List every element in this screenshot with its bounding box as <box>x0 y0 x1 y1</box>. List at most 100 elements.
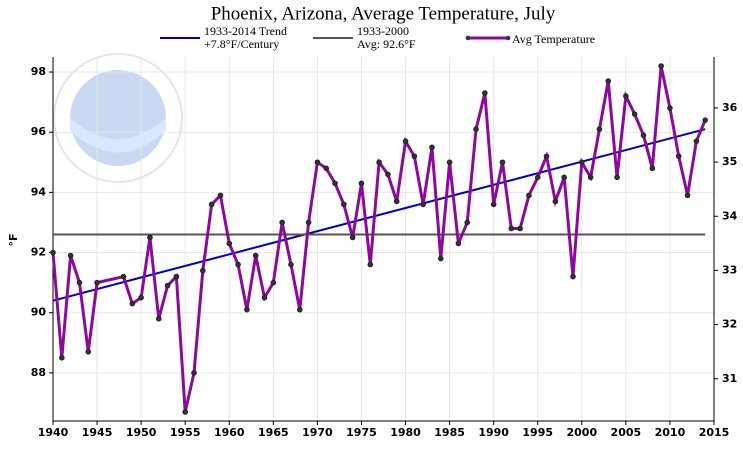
data-point <box>702 117 708 123</box>
data-point <box>252 252 259 259</box>
data-point <box>173 273 180 280</box>
data-point <box>208 201 215 208</box>
data-point <box>605 78 612 84</box>
data-point <box>376 159 382 166</box>
y-tick-label: 90 <box>31 306 47 319</box>
data-point <box>314 159 321 166</box>
data-point <box>217 192 224 199</box>
y-tick-label: 94 <box>31 185 47 198</box>
legend-note: Avg: 92.6°F <box>357 37 416 51</box>
data-point <box>147 234 153 241</box>
data-point <box>675 153 682 160</box>
legend-label: 1933-2000 <box>357 24 409 38</box>
data-point <box>667 105 673 111</box>
data-point <box>155 315 162 322</box>
data-point <box>420 201 426 208</box>
data-point <box>526 192 532 199</box>
x-tick-label: 1970 <box>302 426 333 439</box>
y2-tick-label: 33 <box>722 263 737 276</box>
legend-note: +7.8°F/Century <box>204 37 279 51</box>
x-tick-label: 1975 <box>346 426 377 439</box>
data-point <box>429 144 435 151</box>
data-point <box>67 252 74 259</box>
data-point <box>129 300 136 307</box>
legend-label: Avg Temperature <box>512 32 595 46</box>
data-point <box>200 267 206 274</box>
data-point <box>270 279 277 286</box>
data-point <box>120 273 127 280</box>
data-point <box>393 198 400 205</box>
data-point <box>693 138 700 145</box>
data-point <box>579 159 585 166</box>
x-tick-label: 1995 <box>522 426 553 439</box>
data-point <box>411 153 418 160</box>
data-point <box>517 225 523 232</box>
data-point <box>191 370 197 376</box>
y-tick-label: 88 <box>31 366 46 379</box>
data-point <box>455 240 462 247</box>
x-tick-label: 2010 <box>655 426 686 439</box>
data-point <box>499 159 506 166</box>
data-point <box>623 93 629 99</box>
data-point <box>640 132 647 139</box>
data-point <box>323 165 330 172</box>
data-point <box>437 255 444 262</box>
y2-tick-label: 36 <box>722 101 738 114</box>
x-tick-label: 1945 <box>82 426 113 439</box>
data-point <box>631 111 638 117</box>
data-point <box>587 174 594 181</box>
data-point <box>332 180 338 187</box>
y-tick-label: 92 <box>31 246 46 259</box>
x-tick-label: 2015 <box>699 426 730 439</box>
y2-tick-label: 34 <box>722 209 738 222</box>
data-point <box>508 225 515 232</box>
y2-tick-label: 32 <box>722 318 737 331</box>
data-point <box>385 171 391 178</box>
data-point <box>341 201 347 208</box>
data-point <box>50 249 56 256</box>
data-point <box>552 198 559 205</box>
data-point <box>59 355 65 361</box>
data-point <box>490 201 497 208</box>
data-point <box>296 306 303 313</box>
x-tick-label: 1965 <box>258 426 289 439</box>
x-tick-label: 1990 <box>478 426 509 439</box>
data-point <box>235 261 241 268</box>
data-point <box>561 174 567 181</box>
data-point <box>464 219 471 226</box>
data-point <box>358 180 365 187</box>
data-point <box>85 349 92 355</box>
data-point <box>244 306 250 313</box>
data-point <box>288 261 294 268</box>
data-point <box>658 63 664 69</box>
data-point <box>349 234 356 241</box>
data-point <box>482 90 488 96</box>
data-point <box>367 261 374 268</box>
data-point <box>614 174 620 181</box>
data-point <box>596 126 603 132</box>
data-point <box>261 294 268 301</box>
data-point <box>164 282 171 289</box>
chart-title: Phoenix, Arizona, Average Temperature, J… <box>211 3 556 24</box>
data-point <box>94 279 100 286</box>
x-tick-label: 1960 <box>214 426 245 439</box>
data-point <box>279 219 285 226</box>
y2-tick-label: 35 <box>722 155 737 168</box>
x-tick-label: 1955 <box>170 426 201 439</box>
y-axis-label: °F <box>7 233 20 246</box>
data-point <box>473 126 479 132</box>
legend-marker <box>465 35 471 41</box>
x-tick-label: 2005 <box>611 426 642 439</box>
data-point <box>446 159 453 166</box>
y-tick-label: 96 <box>31 125 47 138</box>
x-tick-label: 1980 <box>390 426 421 439</box>
data-point <box>76 279 83 286</box>
logo <box>53 53 183 183</box>
y-tick-label: 98 <box>31 65 46 78</box>
x-tick-label: 1985 <box>434 426 465 439</box>
data-point <box>402 138 409 145</box>
y2-tick-label: 31 <box>722 372 737 385</box>
data-point <box>226 240 233 247</box>
x-tick-label: 1940 <box>38 426 69 439</box>
